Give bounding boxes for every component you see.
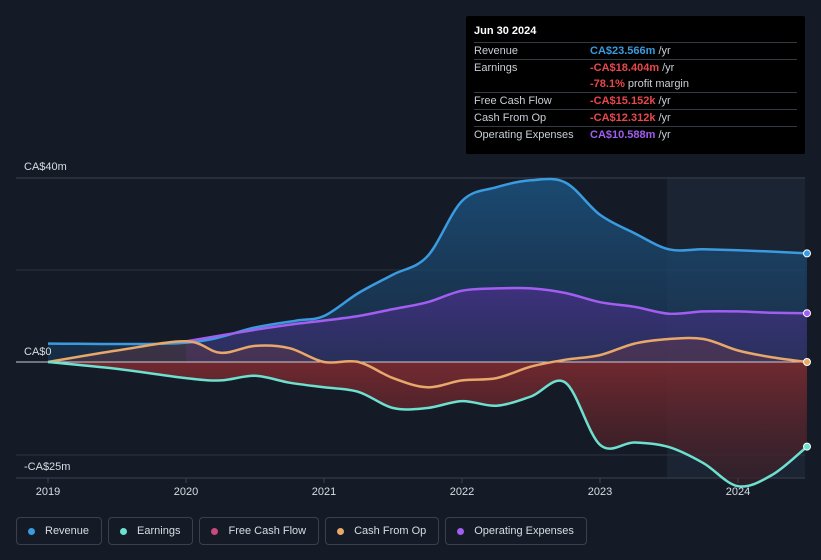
legend-label: Operating Expenses [474, 525, 574, 537]
earnings-line [47, 360, 808, 488]
legend-label: Earnings [137, 525, 181, 537]
tooltip-row-revenue: Revenue CA$23.566m /yr [474, 42, 797, 59]
x-tick-label: 2021 [312, 486, 336, 498]
tooltip-value: CA$10.588m [590, 129, 656, 141]
legend-label: Cash From Op [354, 525, 427, 537]
series-lines [47, 177, 808, 488]
operating-expenses-line [185, 286, 808, 343]
tooltip-value: -CA$18.404m [590, 62, 660, 74]
operating-expenses-dot-icon [457, 527, 465, 535]
x-tick-label: 2020 [174, 486, 198, 498]
legend-item-cash-from-op[interactable]: Cash From Op [325, 517, 440, 545]
tooltip-value: -CA$12.312k [590, 112, 656, 124]
cash-from-op-line [47, 336, 808, 389]
legend-item-free-cash-flow[interactable]: Free Cash Flow [199, 517, 320, 545]
tooltip-row-earnings: Earnings -CA$18.404m /yr [474, 59, 797, 76]
earnings-area [48, 362, 807, 487]
x-tick-label: 2023 [588, 486, 612, 498]
legend-label: Free Cash Flow [228, 525, 307, 537]
tooltip-unit: /yr [658, 45, 671, 57]
tooltip-row-fcf: Free Cash Flow -CA$15.152k /yr [474, 92, 797, 109]
tooltip-label: Earnings [474, 62, 518, 74]
earnings-end-dot [803, 442, 811, 451]
x-axis-ticks: 2019 2020 2021 2022 2023 2024 [36, 478, 750, 498]
cash-from-op-end-dot [803, 358, 811, 366]
tooltip-value: CA$23.566m [590, 45, 656, 57]
operating-expenses-end-dot [803, 309, 811, 318]
x-tick-label: 2022 [450, 486, 474, 498]
earnings-dot-icon [120, 527, 128, 535]
tooltip-date: Jun 30 2024 [474, 25, 537, 37]
y-label-bottom: -CA$25m [24, 461, 70, 473]
tooltip-label: Free Cash Flow [474, 95, 552, 107]
legend-item-revenue[interactable]: Revenue [16, 517, 103, 545]
tooltip-unit: /yr [658, 95, 671, 107]
tooltip-label: Operating Expenses [474, 129, 574, 141]
tooltip-label: Revenue [474, 45, 519, 57]
x-tick-label: 2019 [36, 486, 60, 498]
operating-expenses-area [186, 287, 807, 362]
x-tick-label: 2024 [726, 486, 750, 498]
tooltip-label: Cash From Op [474, 112, 547, 124]
legend-item-earnings[interactable]: Earnings [108, 517, 194, 545]
legend: Revenue Earnings Free Cash Flow Cash Fro… [16, 517, 593, 545]
tooltip: Jun 30 2024 Revenue CA$23.566m /yr Earni… [466, 16, 805, 154]
y-label-top: CA$40m [24, 161, 67, 173]
free-cash-flow-dot-icon [211, 527, 219, 535]
cash-from-op-dot-icon [337, 527, 345, 535]
revenue-dot-icon [28, 527, 35, 535]
tooltip-unit: /yr [662, 62, 675, 74]
legend-item-operating-expenses[interactable]: Operating Expenses [445, 517, 587, 545]
tooltip-unit: /yr [658, 129, 671, 141]
revenue-line [47, 177, 808, 346]
tooltip-value: -CA$15.152k [590, 95, 656, 107]
y-label-zero: CA$0 [24, 346, 52, 358]
tooltip-row-cfo: Cash From Op -CA$12.312k /yr [474, 109, 797, 126]
tooltip-row-opex: Operating Expenses CA$10.588m /yr [474, 126, 797, 143]
tooltip-label [474, 76, 590, 92]
series-end-dots [803, 249, 811, 451]
tooltip-unit: profit margin [627, 78, 689, 90]
tooltip-value: -78.1% [590, 78, 625, 90]
revenue-end-dot [803, 249, 811, 258]
tooltip-row-margin: -78.1% profit margin [474, 76, 797, 92]
tooltip-unit: /yr [658, 112, 671, 124]
legend-label: Revenue [45, 525, 90, 537]
